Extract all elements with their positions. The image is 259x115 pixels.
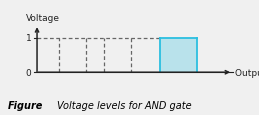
Text: Voltage: Voltage [26, 13, 60, 22]
Text: 0: 0 [26, 68, 32, 77]
Text: Voltage levels for AND gate: Voltage levels for AND gate [57, 101, 192, 110]
Bar [160, 39, 197, 73]
Text: Figure: Figure [8, 101, 43, 110]
Text: 1: 1 [26, 34, 32, 43]
Text: Output Y: Output Y [235, 69, 259, 78]
